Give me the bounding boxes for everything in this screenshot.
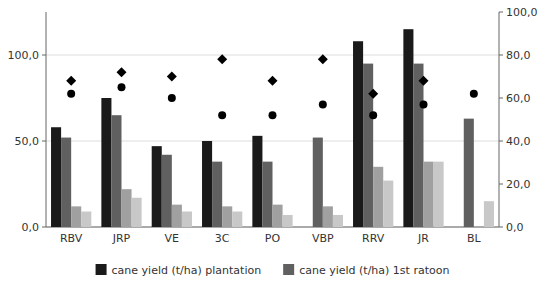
legend-label: cane yield (t/ha) plantation [112, 264, 262, 277]
y-tick-label: 100,0 [8, 49, 40, 62]
marker-diamond [217, 54, 227, 64]
bar [232, 212, 242, 227]
bar [464, 119, 474, 227]
bar [172, 205, 182, 227]
bar [434, 162, 444, 227]
marker-circle [470, 90, 478, 98]
bar [454, 227, 464, 228]
x-tick-label: PO [265, 232, 281, 245]
x-tick-label: 3C [215, 232, 230, 245]
bar [252, 136, 262, 227]
y2-tick-label: 100,0 [506, 6, 538, 19]
legend-swatch [283, 264, 294, 275]
marker-circle [67, 90, 75, 98]
bar [273, 205, 283, 227]
axes: 0,0 50,0 100,0 0,0 20,0 40,0 60,0 80,0 100,0 RBV J… [8, 6, 538, 245]
marks [51, 29, 494, 227]
bar [283, 215, 293, 227]
x-tick-label: VE [165, 232, 180, 245]
tick [499, 98, 503, 99]
bar [383, 181, 393, 227]
x-tick-label: RBV [60, 232, 83, 245]
bar [222, 206, 232, 227]
tick [42, 227, 46, 228]
chart: 0,0 50,0 100,0 0,0 20,0 40,0 60,0 80,0 100,0 RBV J… [0, 0, 545, 285]
tick [499, 227, 503, 228]
bar [111, 115, 121, 227]
marker-circle [420, 100, 428, 108]
y2-tick-label: 60,0 [506, 92, 531, 105]
marker-diamond [419, 76, 429, 86]
legend-item: cane yield (t/ha) 1st ratoon [283, 264, 449, 277]
bar [61, 138, 71, 227]
x-tick-label: VBP [312, 232, 334, 245]
legend: cane yield (t/ha) plantation cane yield (… [96, 264, 450, 277]
bar [152, 146, 162, 227]
marker-diamond [66, 76, 76, 86]
bar [373, 167, 383, 227]
bar [413, 64, 423, 227]
marker-diamond [268, 76, 278, 86]
x-tick-label: JRP [112, 232, 131, 245]
marker-circle [218, 111, 226, 119]
x-tick-label: JR [417, 232, 429, 245]
marker-circle [118, 83, 126, 91]
bar [71, 206, 81, 227]
marker-circle [369, 111, 377, 119]
bar [424, 162, 434, 227]
bar [484, 201, 494, 227]
y2-axis-line [499, 12, 500, 227]
tick [42, 55, 46, 56]
tick [499, 184, 503, 185]
bar [212, 162, 222, 227]
tick [499, 141, 503, 142]
marker-circle [168, 94, 176, 102]
bar [262, 162, 272, 227]
y-axis-line [46, 12, 47, 227]
bar [313, 138, 323, 227]
marker-diamond [167, 72, 177, 82]
marker-circle [269, 111, 277, 119]
tick [42, 141, 46, 142]
x-tick-label: RRV [362, 232, 385, 245]
legend-swatch [96, 264, 107, 275]
legend-item: cane yield (t/ha) plantation [96, 264, 262, 277]
bar [333, 215, 343, 227]
bar [474, 227, 484, 228]
y-tick-label: 0,0 [22, 221, 40, 234]
y2-tick-label: 80,0 [506, 49, 531, 62]
bar [162, 155, 172, 227]
bar [51, 127, 61, 227]
y2-tick-label: 40,0 [506, 135, 531, 148]
y2-tick-label: 20,0 [506, 178, 531, 191]
bar [353, 41, 363, 227]
tick [499, 55, 503, 56]
tick [499, 12, 503, 13]
bar [132, 198, 142, 227]
bar [122, 189, 132, 227]
bar [403, 29, 413, 227]
marker-diamond [368, 89, 378, 99]
marker-circle [319, 100, 327, 108]
y2-tick-label: 0,0 [506, 221, 524, 234]
bar [182, 212, 192, 227]
bar [363, 64, 373, 227]
bar [81, 212, 91, 227]
bar [323, 206, 333, 227]
x-tick-label: BL [467, 232, 482, 245]
legend-label: cane yield (t/ha) 1st ratoon [299, 264, 449, 277]
bar [101, 98, 111, 227]
bar [202, 141, 212, 227]
marker-diamond [318, 54, 328, 64]
bar [303, 227, 313, 228]
y-tick-label: 50,0 [15, 135, 40, 148]
marker-diamond [117, 67, 127, 77]
grid-line [46, 55, 499, 56]
